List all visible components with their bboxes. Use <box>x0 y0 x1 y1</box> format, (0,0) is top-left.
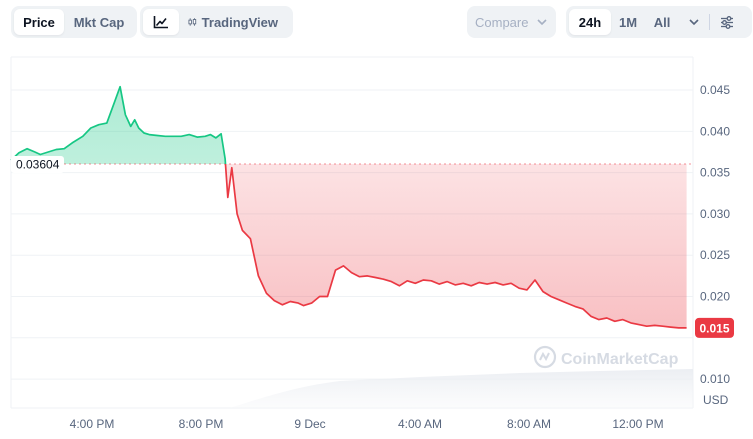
series-line-up <box>10 85 227 165</box>
svg-text:0.015: 0.015 <box>699 321 729 335</box>
coinmarketcap-watermark: CoinMarketCap <box>533 345 679 369</box>
y-unit-label: USD <box>703 393 729 407</box>
price-mktcap-toggle: Price Mkt Cap <box>11 6 137 38</box>
tab-price[interactable]: Price <box>14 9 64 35</box>
sliders-icon <box>721 15 733 29</box>
y-tick-label: 0.010 <box>700 372 730 386</box>
candlestick-icon <box>188 18 197 26</box>
x-tick-label: 8:00 PM <box>179 417 224 431</box>
reference-label: 0.03604 <box>11 156 64 174</box>
range-24h[interactable]: 24h <box>569 9 611 35</box>
range-selector: 24h 1M All <box>566 6 752 38</box>
series-line-down <box>224 164 687 329</box>
range-all[interactable]: All <box>653 14 671 30</box>
chart-type-toggle: TradingView <box>140 6 293 38</box>
tab-mkt-cap[interactable]: Mkt Cap <box>73 14 125 30</box>
y-tick-label: 0.025 <box>700 248 730 262</box>
tradingview-label: TradingView <box>201 14 278 30</box>
current-price-badge: 0.015 <box>695 317 734 338</box>
tradingview-button[interactable]: TradingView <box>179 9 287 35</box>
line-chart-icon <box>153 16 168 29</box>
y-tick-label: 0.040 <box>700 124 730 138</box>
chevron-down-icon <box>689 18 699 25</box>
x-tick-label: 8:00 AM <box>507 417 551 431</box>
area-below-reference <box>225 164 687 328</box>
divider <box>709 14 710 30</box>
watermark-text: CoinMarketCap <box>561 351 679 368</box>
chevron-down-icon <box>537 18 548 25</box>
y-axis: 0.045 0.040 0.035 0.030 0.025 0.020 0.010 USD <box>700 83 730 407</box>
y-tick-label: 0.030 <box>700 207 730 221</box>
area-above-reference <box>11 86 687 165</box>
y-tick-label: 0.020 <box>700 290 730 304</box>
x-tick-label: 12:00 PM <box>612 417 663 431</box>
volume-area <box>230 369 693 408</box>
svg-text:0.03604: 0.03604 <box>16 158 60 172</box>
x-tick-label: 4:00 AM <box>398 417 442 431</box>
chart-settings-button[interactable] <box>710 9 744 35</box>
range-dropdown-button[interactable] <box>679 9 709 35</box>
line-chart-button[interactable] <box>143 9 179 35</box>
compare-label: Compare <box>475 14 529 30</box>
x-tick-label: 4:00 PM <box>70 417 115 431</box>
range-1m[interactable]: 1M <box>618 14 638 30</box>
x-tick-label: 9 Dec <box>294 417 325 431</box>
x-axis: 4:00 PM 8:00 PM 9 Dec 4:00 AM 8:00 AM 12:00 P… <box>70 417 664 431</box>
y-tick-label: 0.045 <box>700 83 730 97</box>
y-tick-label: 0.035 <box>700 166 730 180</box>
compare-dropdown[interactable]: Compare <box>467 6 556 38</box>
